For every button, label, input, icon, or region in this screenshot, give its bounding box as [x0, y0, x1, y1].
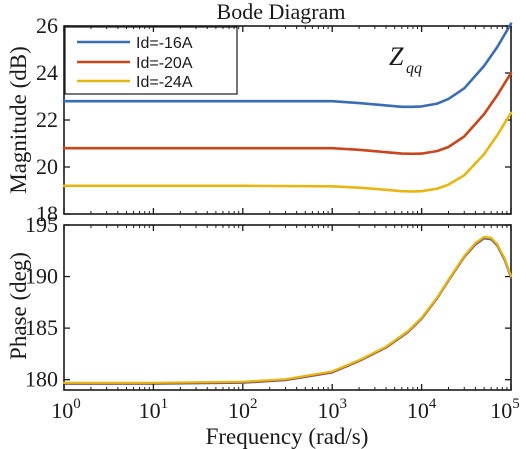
legend: Id=-16A Id=-20A Id=-24A [64, 26, 238, 95]
magnitude-y-axis-label: Magnitude (dB) [6, 46, 31, 194]
magnitude-ytick-label: 18 [36, 201, 58, 226]
legend-box [64, 26, 238, 95]
legend-label-id-24a: Id=-24A [136, 74, 193, 91]
chart-title: Bode Diagram [217, 0, 346, 24]
magnitude-ytick-label: 26 [36, 13, 58, 38]
phase-axes-frame [63, 224, 512, 391]
magnitude-series-line-1 [62, 71, 513, 156]
x-tick-label: 101 [139, 396, 169, 423]
legend-label-id-16a: Id=-16A [136, 35, 193, 52]
x-tick-label: 104 [407, 396, 437, 423]
x-tick-label: 100 [51, 396, 81, 423]
x-tick-label: 103 [317, 396, 347, 423]
phase-series-line-2 [62, 235, 513, 384]
magnitude-series-line-0 [62, 22, 513, 109]
x-tick-label: 105 [490, 396, 520, 423]
impedance-annotation-sub: qq [406, 60, 422, 77]
phase-ytick-label: 195 [25, 212, 58, 237]
magnitude-series-line-2 [62, 111, 513, 193]
phase-y-ticks: 180 185 190 195 [25, 212, 511, 392]
impedance-annotation-main: Z [389, 42, 404, 71]
phase-series-group [62, 235, 513, 385]
frequency-x-axis-label: Frequency (rad/s) [206, 424, 369, 449]
magnitude-ytick-label: 24 [36, 60, 58, 85]
phase-ytick-label: 185 [25, 315, 58, 340]
legend-label-id-20a: Id=-20A [136, 55, 193, 72]
frequency-x-ticks: 100 101 102 103 104 105 [51, 26, 520, 423]
phase-y-axis-label: Phase (deg) [6, 252, 31, 360]
phase-ytick-label: 180 [25, 367, 58, 392]
magnitude-ytick-label: 22 [36, 107, 58, 132]
x-tick-label: 102 [228, 396, 257, 423]
phase-ytick-label: 190 [25, 264, 58, 289]
magnitude-series-group [62, 22, 513, 193]
magnitude-y-ticks: 18 20 22 24 26 [36, 13, 511, 226]
magnitude-ytick-label: 20 [36, 154, 58, 179]
